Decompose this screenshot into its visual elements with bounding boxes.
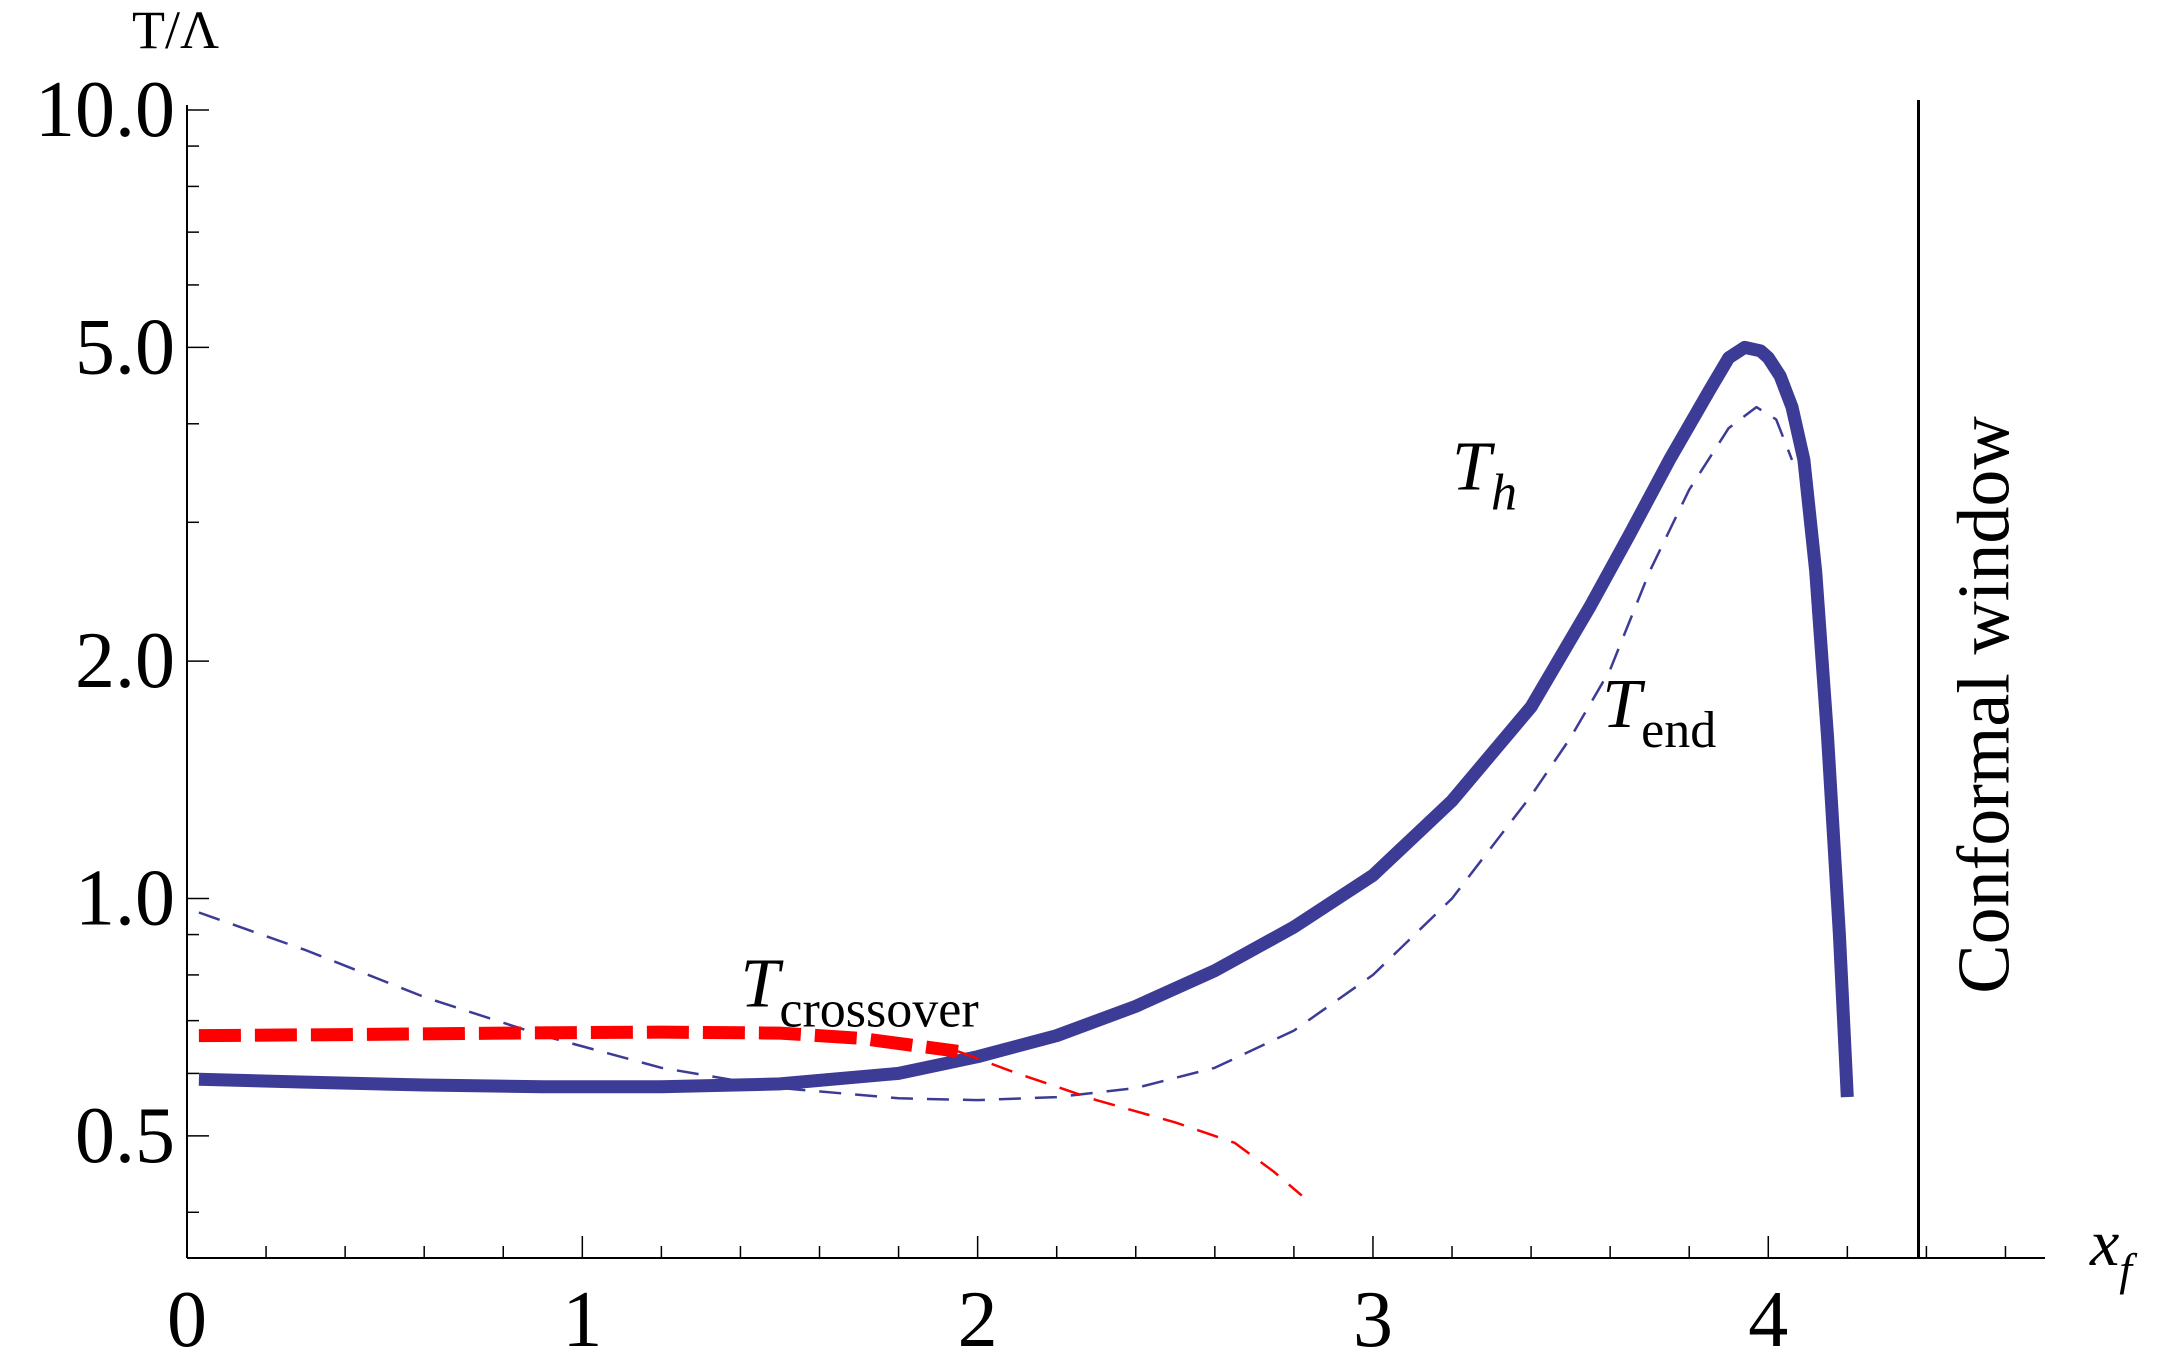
label-h: Th xyxy=(1452,429,1517,522)
series-layer xyxy=(198,340,1854,1197)
ticks: 0 1 2 3 4 0.5 1.0 2.0 5.0 10.0 xyxy=(35,66,2007,1364)
label-crossover: Tcrossover xyxy=(740,945,978,1038)
x-tick-label: 4 xyxy=(1748,1276,1788,1364)
series-t-crossover xyxy=(198,1025,959,1058)
annotations: Conformal window Th Tend Tcrossover xyxy=(740,416,2025,1039)
x-tick-label: 2 xyxy=(958,1276,998,1364)
y-axis-title: T/Λ xyxy=(132,0,219,60)
x-axis-title: xf xyxy=(2089,1207,2138,1295)
series-t-crossover-continued xyxy=(957,1050,1303,1197)
x-tick-label: 3 xyxy=(1353,1276,1393,1364)
y-tick-label: 0.5 xyxy=(75,1092,175,1180)
conformal-window-label: Conformal window xyxy=(1943,416,2025,994)
series-t-h xyxy=(198,340,1854,1098)
series-t-end xyxy=(198,405,1794,1102)
x-tick-label: 1 xyxy=(562,1276,602,1364)
label-end: Tend xyxy=(1602,666,1716,759)
y-tick-label: 1.0 xyxy=(75,854,175,942)
axes: T/Λ xf xyxy=(132,0,2138,1295)
y-tick-label: 10.0 xyxy=(35,66,175,154)
y-tick-label: 5.0 xyxy=(75,303,175,391)
y-tick-label: 2.0 xyxy=(75,617,175,705)
x-tick-label: 0 xyxy=(167,1276,207,1364)
